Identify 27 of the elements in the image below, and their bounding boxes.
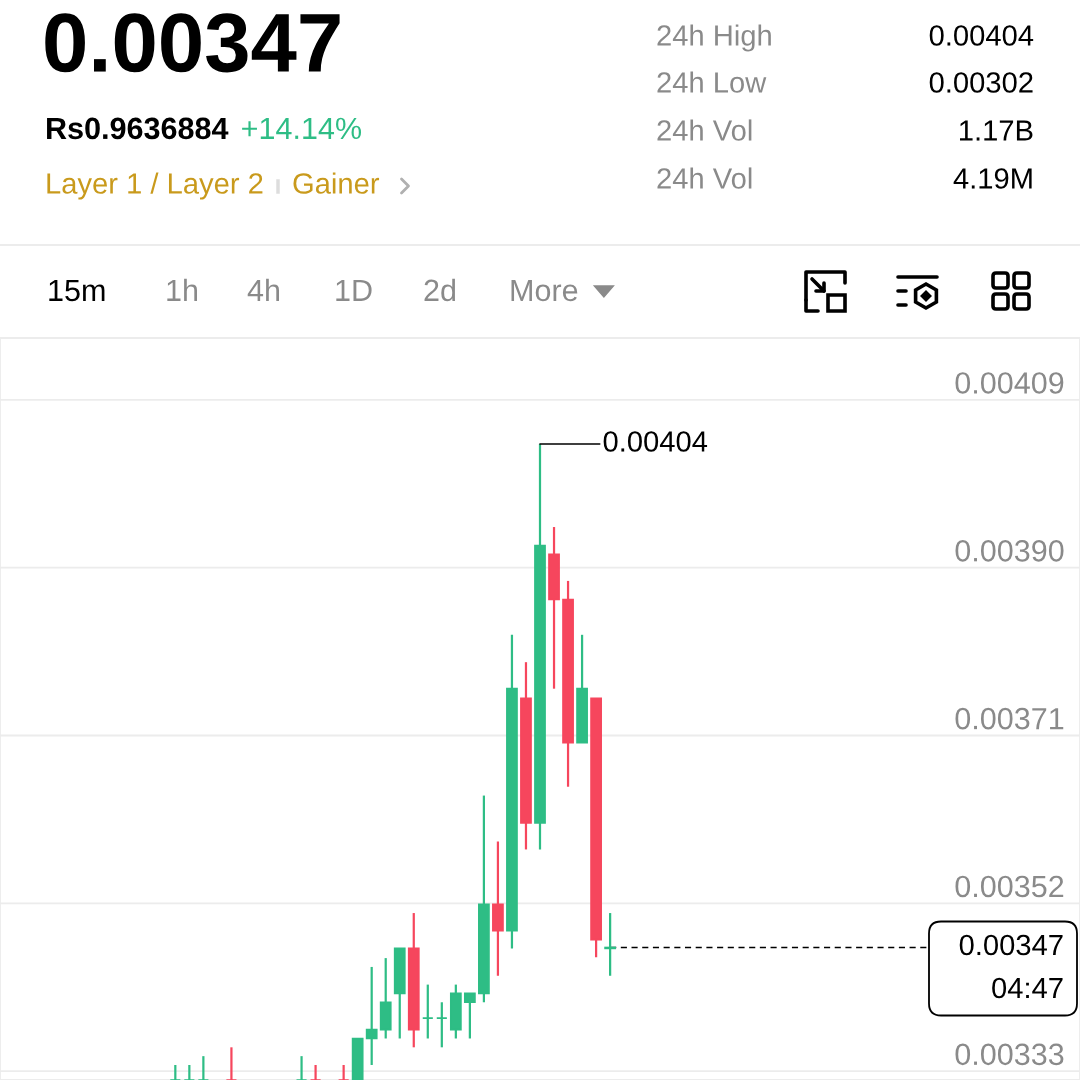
text: 4.19M	[953, 168, 1032, 189]
chart-title: 0.00347	[45, 13, 340, 73]
text: 1D	[336, 279, 372, 301]
text: 0.00302	[929, 72, 1033, 93]
chart-subtitle: Rs0.9636884	[47, 117, 229, 140]
text: 1.17B	[960, 120, 1033, 141]
y-tick-label: 0.00333	[955, 1043, 1064, 1066]
text: Gainer	[293, 172, 380, 194]
y-tick-label: 0.00371	[955, 707, 1064, 730]
annotation: 04:47	[992, 977, 1063, 999]
text: 4h	[247, 278, 279, 301]
text: 1h	[167, 278, 197, 301]
text: 24h High	[657, 24, 771, 52]
text: 24h Low	[657, 71, 767, 93]
text: 24h Vol	[657, 167, 752, 189]
text: 0.00404	[929, 25, 1034, 46]
y-tick-label: 0.00409	[955, 372, 1064, 394]
text: More	[511, 279, 578, 302]
y-tick-label: 0.00390	[955, 539, 1064, 562]
text: Layer 1 / Layer 2	[47, 172, 263, 200]
text: 2d	[424, 278, 456, 302]
annotation: 0.00404	[603, 431, 708, 452]
ref-line-label: 0.00347	[959, 934, 1063, 956]
text: +14.14%	[242, 117, 362, 140]
text: 24h Vol	[657, 119, 752, 141]
text: 15m	[49, 279, 105, 302]
y-tick-label: 0.00352	[955, 875, 1064, 898]
